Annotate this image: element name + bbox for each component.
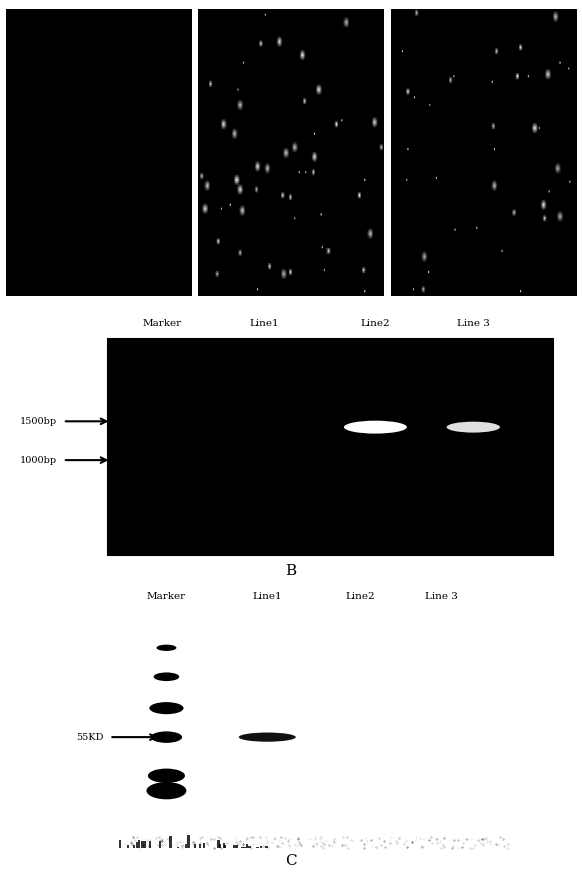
Text: C: C: [285, 854, 297, 869]
Bar: [138, 840, 140, 848]
Title: A: A: [286, 316, 296, 330]
Ellipse shape: [344, 421, 407, 434]
Bar: [133, 845, 135, 848]
Bar: [169, 836, 172, 848]
Bar: [203, 843, 205, 848]
Text: Line1: Line1: [253, 592, 282, 601]
Bar: [265, 847, 268, 848]
Text: Line 3: Line 3: [425, 592, 458, 601]
Bar: [222, 842, 225, 848]
Bar: [119, 840, 121, 848]
Ellipse shape: [147, 782, 186, 799]
Text: B: B: [285, 564, 297, 578]
Bar: [185, 844, 187, 848]
Bar: [249, 846, 251, 848]
Text: 1000bp: 1000bp: [20, 456, 57, 465]
Text: 55KD: 55KD: [76, 733, 104, 742]
Ellipse shape: [157, 645, 176, 651]
Bar: [199, 844, 201, 848]
Bar: [141, 840, 143, 848]
Bar: [187, 835, 190, 848]
Ellipse shape: [150, 702, 183, 715]
Bar: [194, 844, 196, 848]
Bar: [219, 844, 221, 848]
Text: Line1: Line1: [249, 319, 279, 328]
Bar: [246, 844, 248, 848]
Bar: [143, 841, 146, 848]
FancyBboxPatch shape: [108, 340, 553, 555]
Bar: [243, 847, 246, 848]
Bar: [224, 845, 226, 848]
Text: Line2: Line2: [361, 319, 390, 328]
Bar: [136, 842, 138, 848]
Bar: [177, 847, 179, 848]
Text: Marker: Marker: [147, 592, 186, 601]
Bar: [159, 840, 161, 848]
Ellipse shape: [148, 768, 185, 783]
Bar: [236, 845, 238, 848]
Bar: [233, 846, 235, 848]
Bar: [126, 845, 129, 848]
Bar: [260, 847, 262, 848]
Bar: [148, 841, 151, 848]
Text: Line2: Line2: [346, 592, 375, 601]
Ellipse shape: [446, 422, 500, 433]
Text: Line 3: Line 3: [457, 319, 489, 328]
Bar: [256, 847, 258, 848]
Text: Marker: Marker: [143, 319, 182, 328]
Ellipse shape: [239, 732, 296, 742]
Text: 1500bp: 1500bp: [20, 417, 57, 426]
Bar: [217, 840, 219, 848]
Ellipse shape: [154, 672, 179, 681]
Bar: [241, 847, 243, 848]
Ellipse shape: [151, 731, 182, 743]
